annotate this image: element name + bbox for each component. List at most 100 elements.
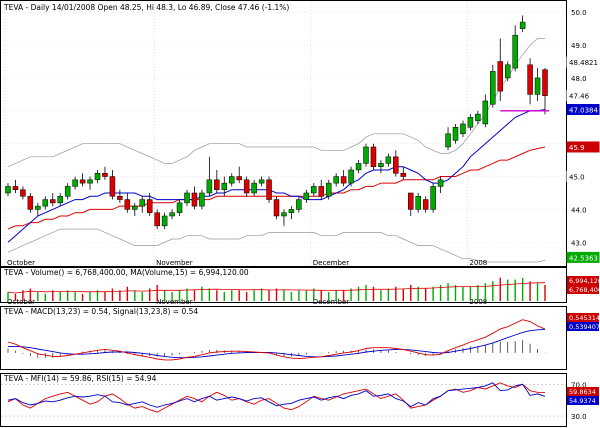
macd-panel-frame	[0, 306, 567, 370]
candle-down	[318, 186, 324, 197]
candle-down	[27, 196, 34, 210]
x-tick-label-volume: October	[7, 298, 35, 306]
candle-up	[415, 196, 421, 210]
candle-up	[72, 179, 78, 187]
candle-down	[340, 176, 347, 184]
candle-up	[325, 182, 332, 197]
candle-up	[363, 146, 369, 164]
x-tick-label: 2008	[469, 259, 487, 267]
candle-down	[422, 199, 429, 210]
macd-signal-line	[8, 328, 546, 359]
candle-up	[460, 123, 466, 135]
candle-down	[273, 199, 280, 217]
candle-up	[42, 199, 49, 207]
mfi-panel-frame	[0, 373, 567, 427]
candle-up	[199, 192, 205, 207]
candle-up	[482, 100, 489, 125]
mfi-marker-label: 59.8634	[569, 388, 596, 396]
volume-marker-label: 6,994,120	[569, 277, 600, 285]
candle-up	[229, 176, 235, 184]
rsi-line	[7, 382, 546, 408]
x-tick-label-volume: November	[156, 298, 193, 306]
candle-up	[490, 71, 496, 105]
price-marker-label: 47.0384	[569, 107, 598, 115]
macd-marker-box	[567, 322, 599, 331]
price-marker-box	[566, 104, 600, 116]
mfi-marker-label: 54.9374	[569, 397, 596, 405]
candle-up	[385, 156, 392, 164]
candle-up	[534, 77, 541, 95]
candle-up	[519, 21, 526, 29]
price-tick-label: 49.0	[571, 42, 587, 50]
candle-down	[154, 212, 160, 227]
price-tick-label: 43.0	[571, 239, 587, 247]
candle-up	[281, 212, 287, 217]
candle-down	[20, 189, 26, 197]
candle-up	[348, 169, 354, 184]
candle-down	[214, 179, 220, 190]
candle-up	[512, 34, 518, 69]
candle-up	[139, 199, 145, 207]
macd-line	[7, 319, 546, 361]
candle-up	[437, 179, 444, 187]
candle-up	[184, 192, 190, 204]
candle-down	[124, 199, 131, 210]
bollinger-upper-line	[7, 38, 545, 168]
candle-up	[132, 205, 138, 210]
volume-marker-box	[567, 285, 599, 294]
volume-marker-box	[567, 276, 599, 285]
candle-down	[102, 173, 108, 177]
price-tick-label: 44.0	[571, 206, 587, 214]
candle-up	[5, 186, 11, 194]
price-marker-box	[566, 56, 600, 68]
x-tick-label: November	[156, 259, 193, 267]
x-tick-label-volume: December	[313, 298, 349, 306]
candles	[5, 15, 549, 230]
bollinger-lower-line	[7, 228, 546, 263]
bollinger-bands	[7, 38, 546, 263]
candle-down	[117, 196, 123, 200]
candle-up	[333, 176, 339, 184]
price-marker-label: 47.46	[569, 93, 590, 101]
mfi-marker-box	[567, 396, 599, 405]
macd-marker-label: 0.539407	[569, 323, 600, 331]
price-panel-frame	[0, 0, 567, 267]
candle-up	[296, 199, 302, 210]
candle-up	[64, 186, 71, 197]
candle-up	[445, 133, 451, 148]
candle-up	[161, 215, 168, 227]
candle-up	[288, 209, 295, 213]
price-tick-label: 48.0	[571, 75, 587, 83]
price-marker-box	[566, 90, 600, 102]
candle-up	[452, 126, 459, 141]
mfi-marker-box	[567, 387, 599, 396]
candle-up	[303, 192, 310, 200]
candle-up	[504, 64, 511, 79]
candle-down	[146, 199, 153, 213]
x-tick-label-volume: 2008	[469, 298, 487, 306]
candle-down	[370, 146, 377, 167]
candle-down	[79, 179, 86, 184]
ma-blue-line	[7, 109, 546, 243]
candle-down	[109, 176, 116, 197]
price-grid	[1, 1, 566, 266]
candle-down	[408, 192, 414, 210]
price-axis-area	[567, 0, 600, 267]
candle-down	[527, 64, 533, 95]
candle-down	[12, 186, 19, 190]
candle-up	[169, 212, 175, 217]
candle-down	[236, 176, 242, 181]
candle-up	[475, 113, 481, 121]
macd-marker-box	[567, 313, 599, 322]
volume-label: TEVA - Volume() = 6,768,400.00, MA(Volum…	[3, 268, 249, 277]
candle-down	[542, 69, 548, 96]
mfi-tick-label: 70.0	[571, 381, 587, 389]
candle-up	[355, 163, 362, 171]
candle-down	[243, 179, 250, 194]
mfi-line	[7, 382, 546, 413]
price-marker-box	[566, 251, 600, 263]
candle-down	[266, 179, 272, 200]
